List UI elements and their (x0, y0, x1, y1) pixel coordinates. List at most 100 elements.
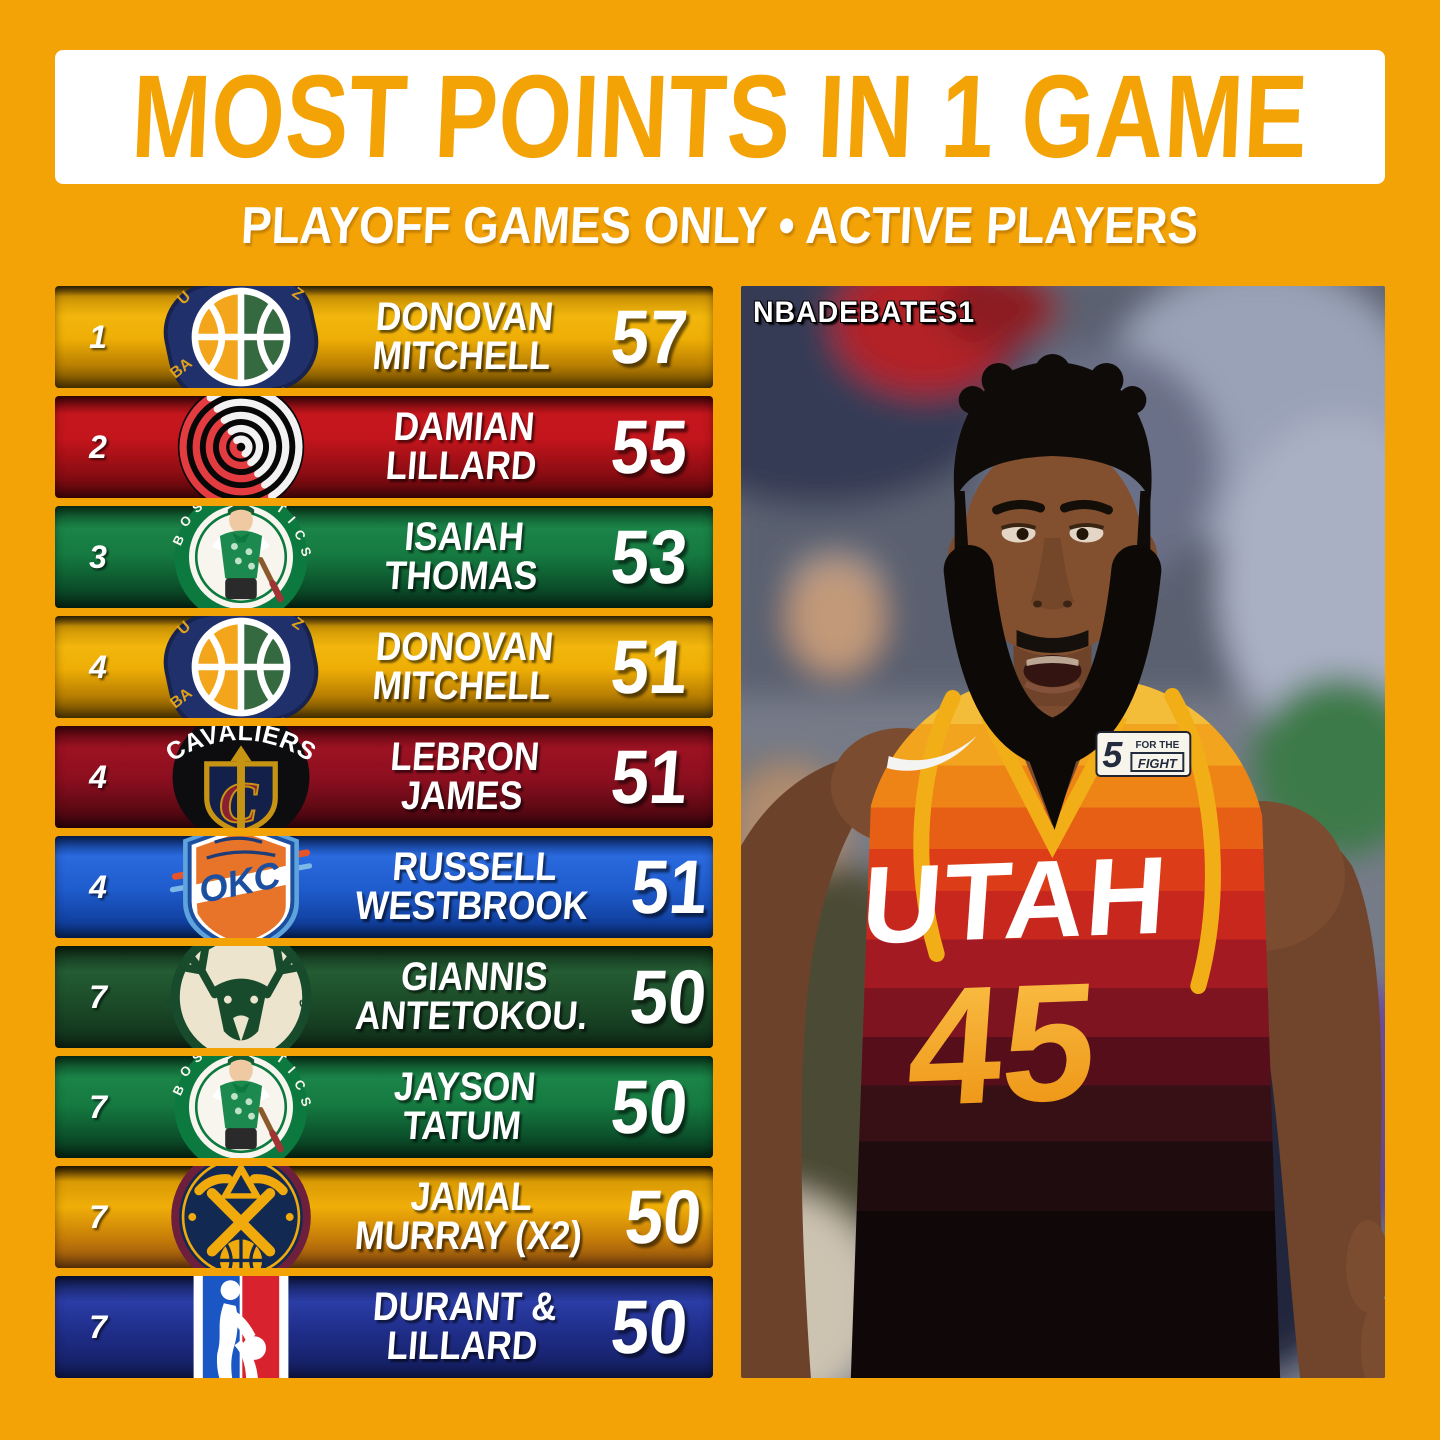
leaderboard-row: 1 U Z BA LL DONOVAN MITCHELL (55, 286, 713, 388)
player-name: RUSSELL WESTBROOK (341, 844, 605, 928)
points-value: 50 (607, 1284, 691, 1370)
points-value: 51 (607, 624, 691, 710)
rank-label: 4 (89, 868, 107, 905)
points-cell: 53 (585, 514, 713, 601)
patch-line2: FIGHT (1138, 756, 1178, 771)
rank-label: 7 (89, 1308, 107, 1345)
nike-swoosh-icon (886, 736, 977, 771)
subtitle-bar: PLAYOFF GAMES ONLY • ACTIVE PLAYERS (0, 196, 1440, 256)
player-name-line2: ANTETOKOU. (353, 994, 590, 1038)
points-cell: 50 (605, 954, 713, 1041)
leaderboard-row: 7 BO ST ON TI CS JAYSON TATUM 50 (55, 1056, 713, 1158)
leaderboard-row: 7 M S GIANNIS ANTETOKOU. 50 (55, 946, 713, 1048)
points-value: 51 (607, 734, 691, 820)
okc-thunder-logo: OKC (141, 836, 341, 938)
player-name: ISAIAH THOMAS (341, 514, 585, 598)
player-name-line1: GIANNIS (399, 954, 550, 999)
svg-text:M: M (161, 997, 178, 1010)
watermark: NBADEBATES1 (753, 296, 976, 329)
five-for-the-fight-patch: 5 FOR THE FIGHT (1095, 731, 1192, 777)
player-name: DURANT & LILLARD (341, 1284, 585, 1368)
points-cell: 55 (585, 404, 713, 491)
points-cell: 50 (585, 1064, 713, 1151)
leaderboard-row: 4 CAVALIERS C LEBRON JAMES 51 (55, 726, 713, 828)
leaderboard: 1 U Z BA LL DONOVAN MITCHELL (55, 286, 713, 1378)
player-name: DONOVAN MITCHELL (341, 294, 585, 378)
rank-label: 4 (89, 758, 107, 795)
player-name-line1: ISAIAH (403, 514, 526, 559)
player-name: JAYSON TATUM (341, 1064, 585, 1148)
jersey (850, 682, 1281, 1378)
subtitle-text: PLAYOFF GAMES ONLY • ACTIVE PLAYERS (240, 197, 1200, 255)
player-name: DAMIAN LILLARD (341, 404, 585, 488)
trail-blazers-logo (141, 396, 341, 498)
player-name-line1: DAMIAN (392, 404, 537, 449)
jersey-wordmark: UTAH (858, 834, 1172, 967)
jersey-right-trim (1164, 688, 1221, 994)
player-name-line2: MITCHELL (370, 664, 553, 708)
rank-label: 7 (89, 1088, 107, 1125)
celtics-logo: BO ST ON TI CS (141, 506, 341, 608)
title-banner: MOST POINTS IN 1 GAME (55, 50, 1385, 184)
player-name-line1: RUSSELL (390, 844, 559, 889)
patch-number: 5 (1102, 734, 1123, 775)
player-name-line1: LEBRON (388, 734, 541, 779)
player-name-line1: DONOVAN (374, 294, 555, 339)
jersey-number: 45 (903, 947, 1103, 1141)
points-value: 57 (607, 294, 691, 380)
points-cell: 51 (605, 844, 713, 931)
player-head (943, 354, 1162, 830)
leaderboard-row: 4 U Z BA LL DONOVAN MITCHELL (55, 616, 713, 718)
player-name: JAMAL MURRAY (X2) (341, 1174, 599, 1258)
svg-text:UTAH: UTAH (858, 834, 1172, 967)
player-name-line2: LILLARD (384, 1324, 539, 1368)
points-cell: 51 (585, 624, 713, 711)
points-value: 55 (607, 404, 691, 490)
player-name-line2: LILLARD (384, 444, 539, 488)
points-cell: 51 (585, 734, 713, 821)
leaderboard-row: 2 DAMIAN LILLARD 55 (55, 396, 713, 498)
points-cell: 57 (585, 294, 713, 381)
player-hand (1346, 1220, 1385, 1378)
svg-text:45: 45 (903, 947, 1103, 1141)
player-name: LEBRON JAMES (341, 734, 585, 818)
rank-label: 7 (89, 978, 107, 1015)
points-value: 50 (607, 1064, 691, 1150)
player-name-line1: JAMAL (409, 1174, 534, 1219)
svg-text:S: S (189, 506, 205, 516)
rank-label: 1 (89, 318, 107, 355)
cavaliers-logo: CAVALIERS C (141, 726, 341, 828)
player-name-line2: MITCHELL (370, 334, 553, 378)
leaderboard-row: 7 JAMAL MURRAY (X2) 50 (55, 1166, 713, 1268)
rank-label: 7 (89, 1198, 107, 1235)
svg-text:S: S (189, 1056, 205, 1066)
player-name-line2: JAMES (399, 774, 524, 818)
player-name-line2: MURRAY (X2) (353, 1214, 584, 1258)
celtics-logo: BO ST ON TI CS (141, 1056, 341, 1158)
player-name-line2: TATUM (400, 1104, 523, 1148)
points-cell: 50 (585, 1284, 713, 1371)
bucks-logo: M S (141, 946, 341, 1048)
utah-jazz-logo: U Z BA LL (141, 286, 341, 388)
points-value: 50 (627, 954, 711, 1040)
nba-logo (141, 1276, 341, 1378)
leaderboard-row: 3 BO ST ON TI CS ISAIAH THOMAS 53 (55, 506, 713, 608)
player-name: GIANNIS ANTETOKOU. (341, 954, 605, 1038)
svg-text:T: T (274, 1056, 289, 1067)
player-name-line1: DURANT & (370, 1284, 559, 1329)
player-name-line2: WESTBROOK (353, 884, 590, 928)
player-photo-art: 5 FOR THE FIGHT UTAH 45 (741, 286, 1385, 1378)
points-value: 53 (607, 514, 691, 600)
points-cell: 50 (599, 1174, 713, 1261)
player-name-line1: DONOVAN (374, 624, 555, 669)
nuggets-logo (141, 1166, 341, 1268)
player-name-line1: JAYSON (392, 1064, 538, 1109)
patch-line1: FOR THE (1135, 740, 1179, 751)
svg-text:LL: LL (273, 385, 299, 388)
leaderboard-row: 4 OKC RUSSELL WESTBROOK 51 (55, 836, 713, 938)
rank-label: 4 (89, 648, 107, 685)
player-name-line2: THOMAS (383, 554, 540, 598)
page-title: MOST POINTS IN 1 GAME (129, 51, 1311, 183)
rank-label: 2 (89, 428, 107, 465)
